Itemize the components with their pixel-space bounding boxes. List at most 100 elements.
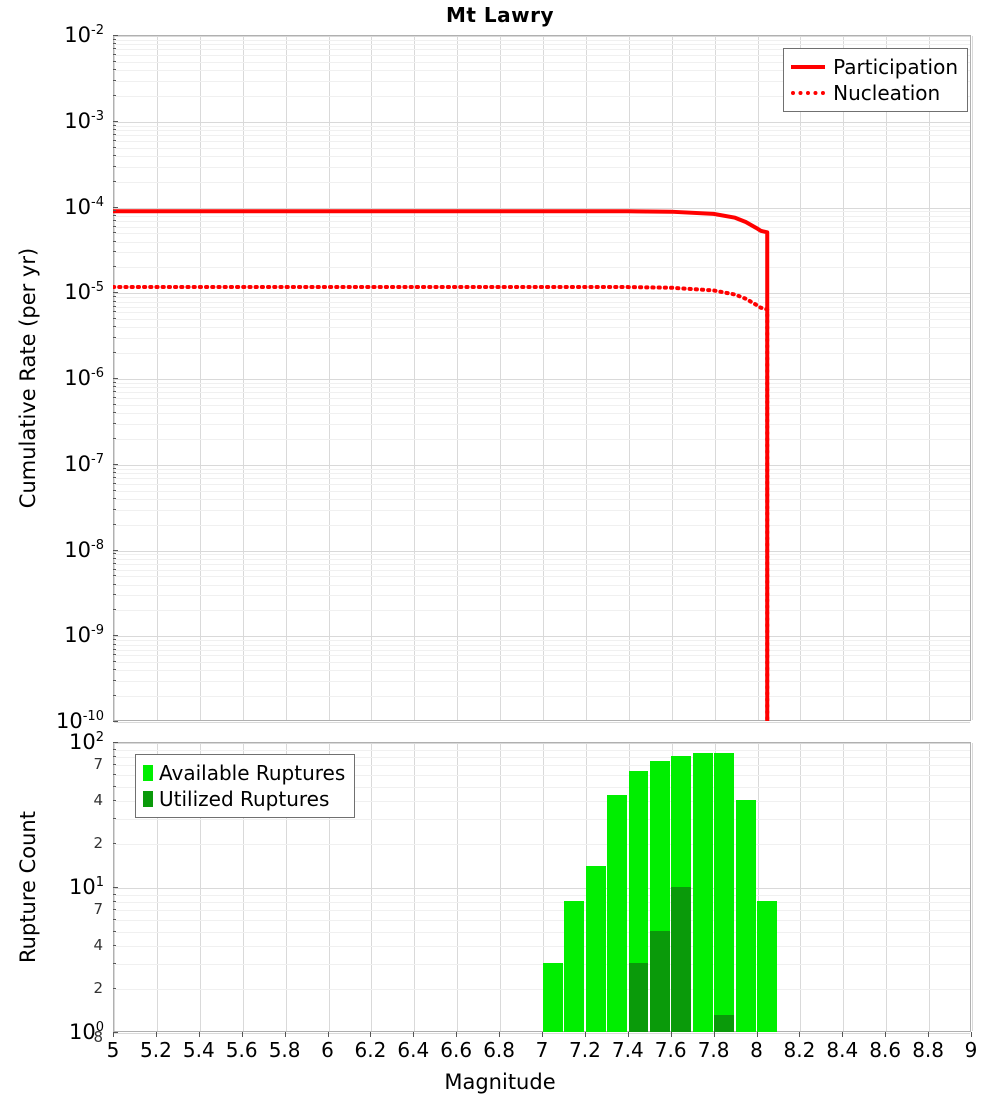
y-minor-tick (113, 669, 116, 671)
y-minor-tick (113, 79, 116, 81)
y-minor-tick (113, 154, 116, 156)
y-minor-tick (113, 251, 116, 253)
gridline (114, 95, 970, 97)
y-tick-mark (113, 206, 118, 208)
y-minor-tick (113, 562, 116, 564)
gridline (114, 636, 970, 638)
gridline (929, 743, 931, 1031)
gridline (114, 681, 970, 683)
gridline (114, 743, 970, 744)
y-minor-tick (113, 311, 116, 313)
x-tick: 8.2 (783, 1038, 816, 1062)
y-tick-mark (113, 742, 118, 743)
gridline (585, 36, 587, 720)
y-minor-tick (113, 661, 116, 663)
mfd-y-tick: 10-10 (56, 709, 104, 733)
y-minor-tick (113, 930, 116, 932)
gridline (114, 989, 970, 991)
y-minor-tick (113, 146, 116, 148)
gridline (114, 220, 970, 222)
x-tick-mark (756, 1032, 758, 1037)
gridline (114, 670, 970, 672)
gridline (114, 902, 970, 904)
mfd-y-tick: 10-4 (64, 194, 104, 219)
curve-participation (113, 209, 770, 721)
x-tick-mark (584, 1032, 586, 1037)
gridline (114, 610, 970, 612)
gridline (114, 338, 970, 340)
y-minor-tick (113, 381, 116, 383)
y-tick-mark (113, 887, 118, 888)
gridline (114, 241, 970, 243)
y-minor-tick (113, 240, 116, 242)
x-tick-mark (456, 1032, 458, 1037)
x-tick: 5.8 (268, 1038, 301, 1062)
gridline (114, 327, 970, 329)
y-minor-tick (113, 756, 116, 758)
gridline (285, 36, 287, 720)
gridline (114, 800, 970, 802)
x-tick-mark (284, 1032, 286, 1037)
gridline (500, 36, 502, 720)
gridline (457, 36, 459, 720)
gridline (114, 353, 970, 355)
gridline (843, 743, 845, 1031)
utilized-swatch-icon (143, 791, 153, 807)
y-minor-tick (113, 557, 116, 559)
x-tick-mark (971, 1032, 972, 1037)
available-rupture-bar (564, 901, 585, 1032)
y-minor-tick (113, 817, 116, 819)
legend-item-nucleation: Nucleation (791, 80, 958, 106)
gridline (114, 894, 970, 896)
y-minor-tick (113, 134, 116, 136)
gridline (886, 36, 888, 720)
gridline (843, 36, 845, 720)
x-tick: 8 (750, 1038, 763, 1062)
available-rupture-bar (692, 752, 713, 1032)
gridline (328, 743, 330, 1031)
available-rupture-bar (714, 752, 735, 1032)
x-tick-mark (155, 1032, 157, 1037)
y-minor-tick (113, 210, 116, 212)
gridline (114, 464, 970, 466)
gridline (114, 765, 970, 767)
gridline (114, 524, 970, 526)
y-minor-tick (113, 594, 116, 596)
gridline (114, 509, 970, 511)
gridline (114, 649, 970, 651)
gridline (457, 743, 459, 1031)
y-minor-tick (113, 748, 116, 750)
rupture-y-tick: 101 (68, 875, 104, 899)
gridline (114, 252, 970, 254)
gridline (114, 301, 970, 303)
rupture-y-minor-tick: 4 (93, 935, 103, 954)
y-minor-tick (113, 43, 116, 45)
y-minor-tick (113, 785, 116, 787)
mfd-y-tick: 10-5 (64, 280, 104, 305)
y-minor-tick (113, 225, 116, 227)
y-tick-mark (113, 292, 118, 294)
gridline (114, 140, 970, 142)
gridline (114, 749, 970, 751)
x-tick: 6.8 (483, 1038, 515, 1062)
gridline (114, 39, 970, 41)
y-minor-tick (113, 477, 116, 479)
y-minor-tick (113, 300, 116, 302)
y-minor-tick (113, 508, 116, 510)
rupture-y-minor-tick: 4 (93, 790, 103, 809)
y-tick-mark (113, 463, 118, 465)
available-rupture-bar (757, 901, 778, 1032)
y-minor-tick (113, 60, 116, 62)
rupture-legend: Available Ruptures Utilized Ruptures (135, 754, 356, 818)
utilized-rupture-bar (650, 930, 670, 1032)
gridline (114, 478, 970, 480)
y-minor-tick (113, 609, 116, 611)
mfd-legend: Participation Nucleation (783, 48, 968, 112)
x-tick-mark (928, 1032, 930, 1037)
page-title: Mt Lawry (445, 3, 555, 27)
gridline (199, 36, 201, 720)
y-minor-tick (113, 422, 116, 424)
gridline (757, 743, 759, 1031)
y-minor-tick (113, 497, 116, 499)
gridline (114, 70, 970, 72)
